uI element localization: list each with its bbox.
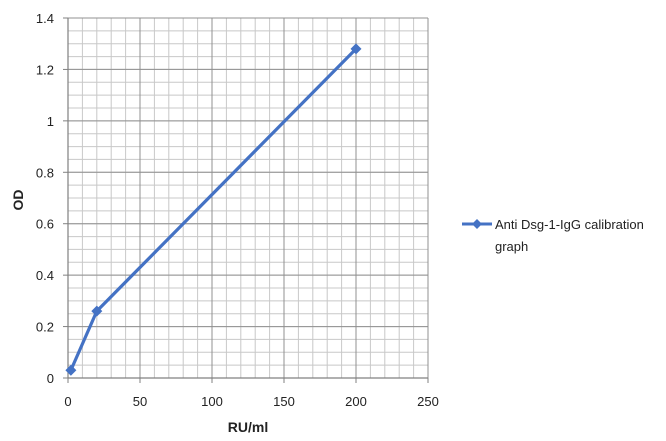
- x-tick-label: 250: [417, 394, 439, 409]
- y-tick-label: 0.8: [36, 165, 54, 180]
- y-tick-label: 1.2: [36, 62, 54, 77]
- y-tick-label: 0: [47, 371, 54, 386]
- x-tick-label: 50: [133, 394, 147, 409]
- y-tick-label: 1.4: [36, 11, 54, 26]
- y-tick-label: 0.6: [36, 217, 54, 232]
- legend-label-line-1: Anti Dsg-1-IgG calibration: [495, 217, 644, 232]
- x-tick-label: 150: [273, 394, 295, 409]
- x-tick-label: 0: [64, 394, 71, 409]
- x-axis-title: RU/ml: [228, 419, 268, 435]
- legend-label-line-2: graph: [495, 239, 528, 254]
- x-tick-label: 200: [345, 394, 367, 409]
- y-axis-title: OD: [10, 190, 26, 211]
- x-tick-label: 100: [201, 394, 223, 409]
- y-tick-label: 0.2: [36, 320, 54, 335]
- y-tick-label: 1: [47, 114, 54, 129]
- y-tick-label: 0.4: [36, 268, 54, 283]
